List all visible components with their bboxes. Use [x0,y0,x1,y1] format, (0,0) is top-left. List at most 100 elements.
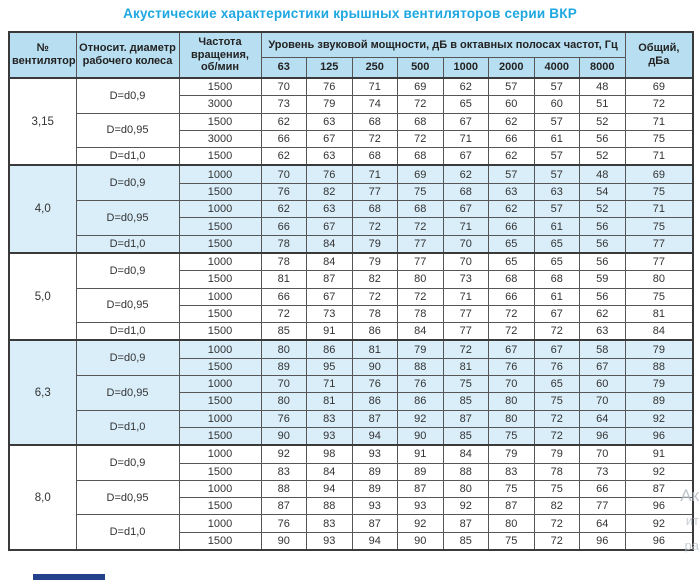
level-cell: 86 [351,392,398,411]
level-cell: 72 [397,129,444,149]
total-cell: 96 [624,497,694,516]
level-cell: 66 [488,217,535,236]
table-row: D=d0,95 1000 62 63 68 68 67 62 57 52 71 [9,200,694,236]
table-row: 8,0 D=d0,9 1000 92 98 93 91 84 79 79 70 91 [8,444,694,551]
level-cell: 65 [488,251,535,272]
level-cell: 80 [442,479,489,499]
fan-number-cell: 3,15 [8,76,77,166]
diameter-cell: D=d1,0 [75,322,180,341]
diameter-cell: D=d1,0 [75,147,180,166]
level-cell: 69 [397,77,444,97]
watermark-fragment: Ак [680,486,699,505]
level-cell: 81 [442,357,489,377]
level-cell: 72 [533,426,580,446]
level-cell: 59 [579,270,626,289]
level-cell: 57 [533,147,580,166]
speed-cell: 1000 [178,339,262,359]
level-cell: 52 [579,200,626,219]
level-cell: 75 [533,479,580,499]
level-cell: 90 [260,426,307,446]
speed-cell: 1500 [178,426,262,446]
level-cell: 63 [488,182,535,202]
table-row: 1500 90 93 94 90 85 75 72 96 96 [9,426,694,446]
speed-cell: 1500 [178,77,262,97]
level-cell: 85 [442,392,489,411]
level-cell: 86 [397,392,444,411]
fan-number-cell: 8,0 [8,444,77,551]
level-cell: 76 [306,77,353,97]
speed-cell: 1500 [178,531,262,551]
level-cell: 48 [579,77,626,97]
level-cell: 83 [306,409,353,428]
level-cell: 77 [397,251,444,272]
level-cell: 56 [579,287,626,306]
fan-number-cell: 4,0 [8,164,77,254]
header-frequency: 4000 [533,57,580,79]
speed-cell: 1000 [178,514,262,533]
header-frequency: 500 [397,57,444,79]
level-cell: 70 [442,234,489,254]
level-cell: 81 [260,270,307,289]
level-cell: 67 [442,200,489,219]
total-cell: 79 [624,339,694,359]
level-cell: 62 [260,112,307,131]
level-cell: 93 [351,444,398,464]
diameter-cell: D=d1,0 [75,234,180,254]
level-cell: 85 [442,531,489,551]
level-cell: 65 [442,95,489,114]
level-cell: 63 [579,322,626,341]
level-cell: 56 [579,129,626,149]
level-cell: 72 [442,339,489,359]
total-cell: 72 [624,95,694,114]
level-cell: 93 [306,426,353,446]
level-cell: 76 [260,182,307,202]
header-impeller-diameter: Относит. диаметр рабочего колеса [75,31,180,79]
level-cell: 77 [442,304,489,324]
total-cell: 80 [624,270,694,289]
header-frequency: 2000 [488,57,535,79]
level-cell: 65 [533,375,580,394]
total-cell: 69 [624,77,694,97]
level-cell: 66 [260,217,307,236]
level-cell: 94 [351,426,398,446]
level-cell: 72 [488,304,535,324]
level-cell: 82 [533,497,580,516]
level-cell: 61 [533,287,580,306]
level-cell: 62 [488,200,535,219]
level-cell: 87 [306,270,353,289]
level-cell: 84 [442,444,489,464]
total-cell: 81 [624,304,694,324]
level-cell: 67 [533,339,580,359]
level-cell: 77 [442,322,489,341]
level-cell: 71 [351,77,398,97]
level-cell: 68 [397,112,444,131]
level-cell: 80 [488,514,535,533]
level-cell: 67 [306,217,353,236]
level-cell: 68 [397,147,444,166]
level-cell: 79 [306,95,353,114]
speed-cell: 1500 [178,497,262,516]
level-cell: 66 [488,287,535,306]
page-title: Акустические характеристики крышных вент… [123,6,577,21]
level-cell: 75 [442,375,489,394]
total-cell: 77 [624,251,694,272]
header-rotation-speed: Частота вращения, об/мин [178,31,262,79]
level-cell: 67 [533,304,580,324]
level-cell: 56 [579,217,626,236]
level-cell: 51 [579,95,626,114]
level-cell: 65 [533,251,580,272]
level-cell: 91 [397,444,444,464]
level-cell: 88 [397,357,444,377]
level-cell: 66 [488,129,535,149]
level-cell: 76 [351,375,398,394]
frequency-header-row: 63 125 250 500 1000 2000 4000 8000 [9,57,693,79]
total-cell: 75 [624,217,694,236]
level-cell: 71 [442,287,489,306]
table-row: D=d1,0 1000 76 83 87 92 87 80 72 64 92 [9,409,694,446]
fan-number-cell: 6,3 [8,339,77,446]
diameter-cell: D=d0,9 [75,444,180,481]
total-cell: 84 [624,322,694,341]
speed-cell: 3000 [178,95,262,114]
header-frequency: 250 [351,57,398,79]
level-cell: 87 [397,479,444,499]
